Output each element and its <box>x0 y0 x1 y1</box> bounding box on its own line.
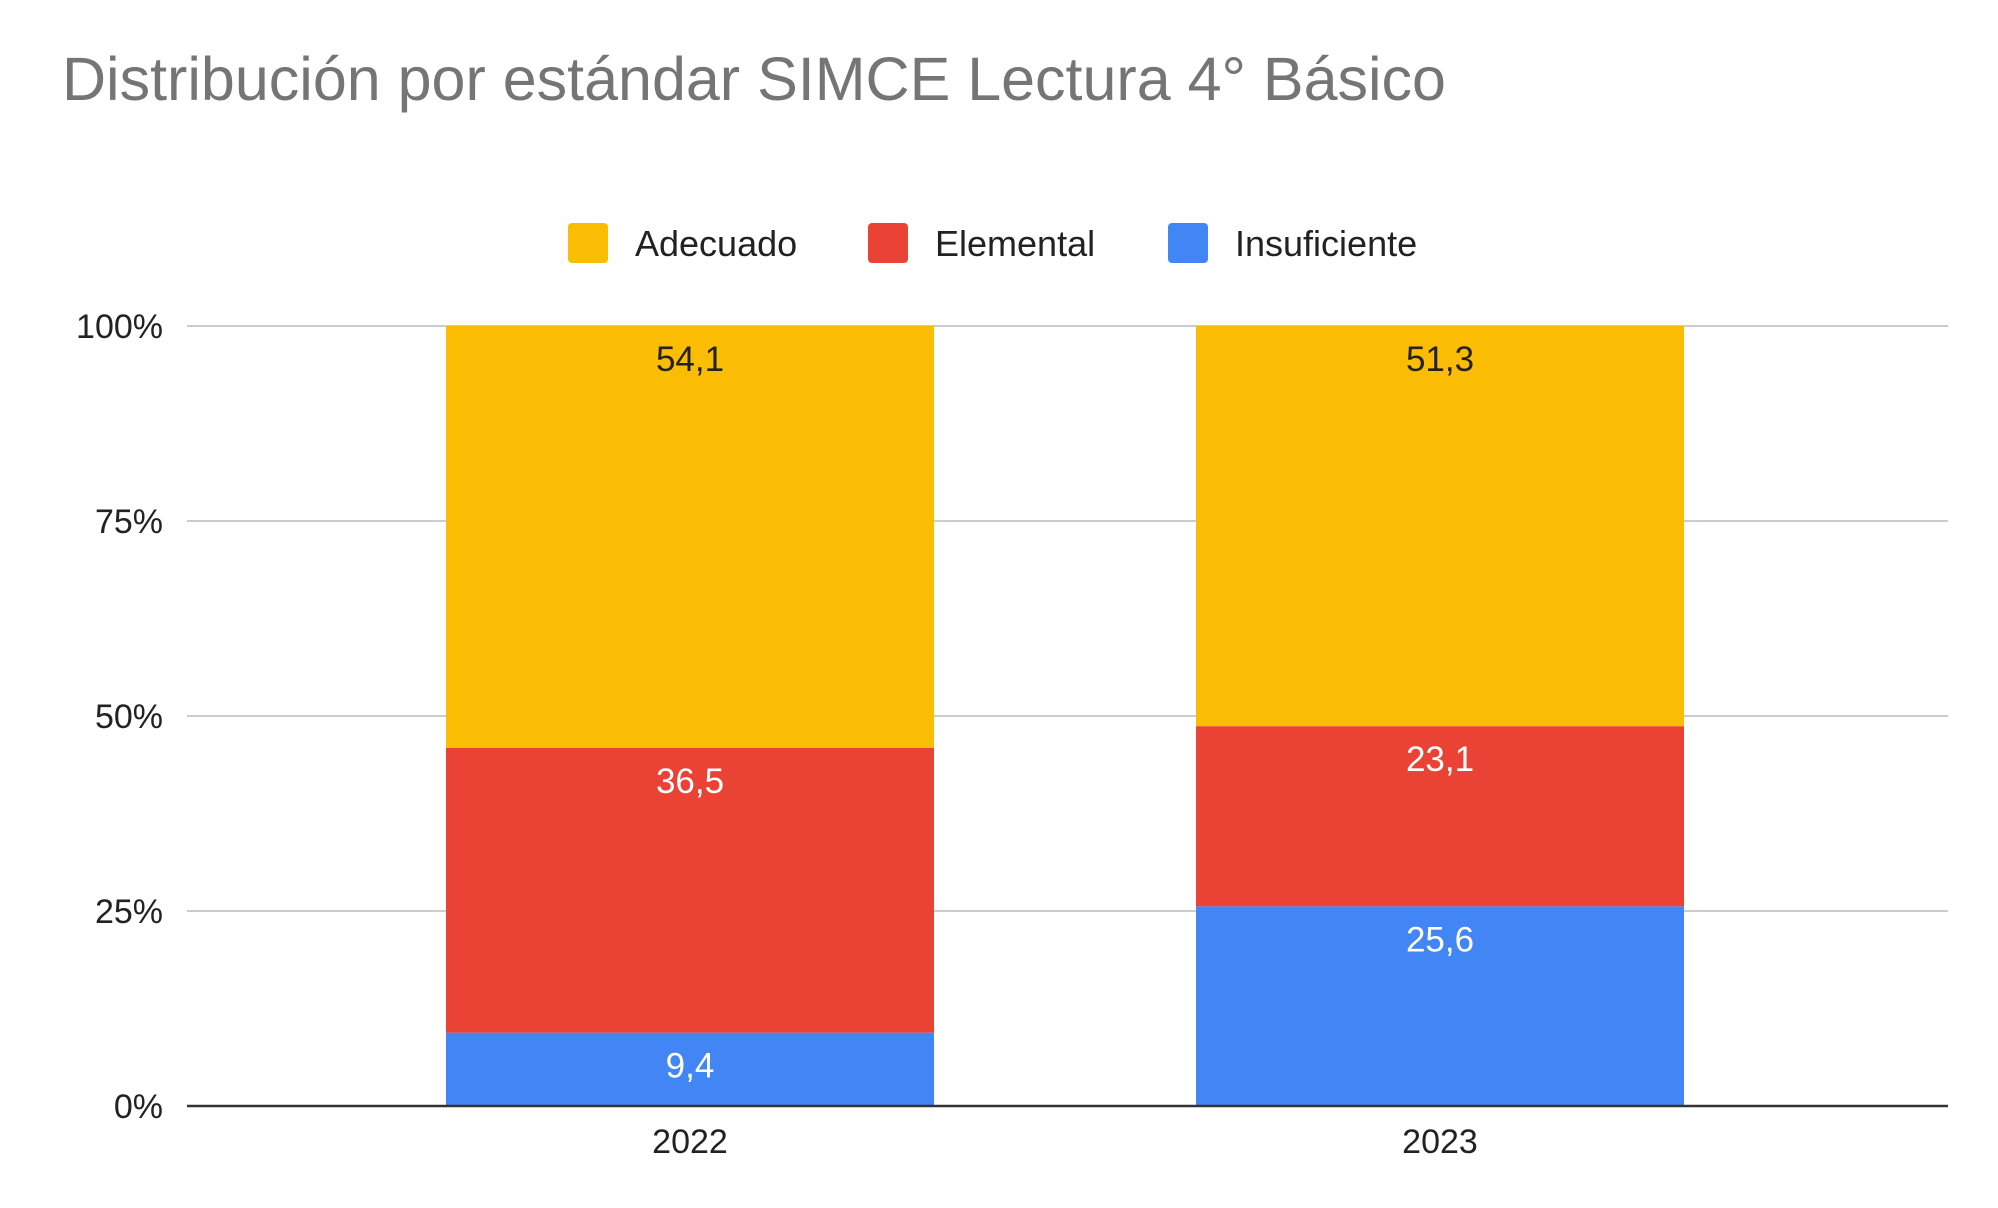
data-label-insuficiente-2022: 9,4 <box>666 1047 715 1086</box>
bar-segment-elemental-2023 <box>1196 726 1684 907</box>
legend-label-adecuado: Adecuado <box>635 223 797 264</box>
x-axis-tick-labels: 2022 2023 <box>652 1123 1478 1161</box>
y-tick-label: 0% <box>114 1088 163 1126</box>
bars <box>446 326 1684 1106</box>
y-tick-label: 25% <box>95 893 163 931</box>
bar-segment-elemental-2022 <box>446 747 934 1033</box>
y-tick-label: 50% <box>95 698 163 736</box>
chart-title: Distribución por estándar SIMCE Lectura … <box>62 45 1446 113</box>
legend-swatch-insuficiente <box>1168 223 1208 263</box>
bar-segment-insuficiente-2023 <box>1196 906 1684 1106</box>
x-tick-label-2022: 2022 <box>652 1123 728 1161</box>
legend: Adecuado Elemental Insuficiente <box>568 223 1417 264</box>
y-tick-label: 75% <box>95 503 163 541</box>
y-axis-tick-labels: 0% 25% 50% 75% 100% <box>76 308 163 1126</box>
bar-segment-adecuado-2022 <box>446 326 934 748</box>
legend-swatch-adecuado <box>568 223 608 263</box>
bar-segment-adecuado-2023 <box>1196 326 1684 727</box>
data-label-adecuado-2023: 51,3 <box>1406 340 1474 379</box>
legend-swatch-elemental <box>868 223 908 263</box>
legend-label-elemental: Elemental <box>935 223 1095 264</box>
legend-label-insuficiente: Insuficiente <box>1235 223 1417 264</box>
data-label-adecuado-2022: 54,1 <box>656 340 724 379</box>
y-tick-label: 100% <box>76 308 163 346</box>
x-tick-label-2023: 2023 <box>1402 1123 1478 1161</box>
data-labels: 9,4 36,5 54,1 25,6 23,1 51,3 <box>656 340 1474 1086</box>
data-label-insuficiente-2023: 25,6 <box>1406 920 1474 959</box>
bar-segment-insuficiente-2022 <box>446 1032 934 1106</box>
data-label-elemental-2023: 23,1 <box>1406 740 1474 779</box>
data-label-elemental-2022: 36,5 <box>656 762 724 801</box>
